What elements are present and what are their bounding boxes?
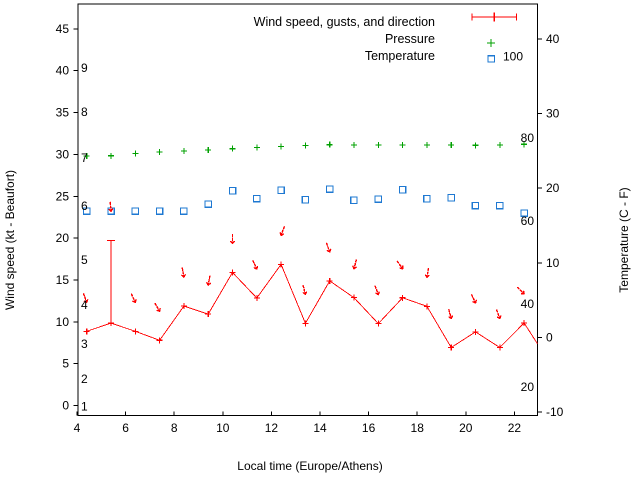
svg-text:Temperature: Temperature	[365, 49, 435, 63]
svg-text:8: 8	[171, 421, 178, 435]
svg-text:20: 20	[459, 421, 473, 435]
svg-text:22: 22	[508, 421, 522, 435]
svg-text:45: 45	[56, 22, 70, 36]
svg-text:5: 5	[81, 253, 88, 267]
svg-text:12: 12	[265, 421, 279, 435]
svg-text:20: 20	[546, 181, 560, 195]
svg-text:25: 25	[56, 189, 70, 203]
svg-text:-10: -10	[546, 405, 564, 419]
svg-text:60: 60	[521, 214, 535, 228]
svg-text:35: 35	[56, 106, 70, 120]
svg-text:Pressure: Pressure	[385, 32, 435, 46]
svg-text:10: 10	[546, 256, 560, 270]
svg-text:Local time (Europe/Athens): Local time (Europe/Athens)	[237, 459, 382, 473]
svg-text:14: 14	[313, 421, 327, 435]
svg-text:100: 100	[503, 50, 523, 64]
svg-text:1: 1	[81, 400, 88, 414]
svg-text:10: 10	[216, 421, 230, 435]
svg-text:0: 0	[62, 399, 69, 413]
svg-text:40: 40	[56, 64, 70, 78]
svg-text:20: 20	[56, 231, 70, 245]
svg-text:Wind speed (kt - Beaufort): Wind speed (kt - Beaufort)	[3, 170, 17, 310]
svg-text:6: 6	[81, 199, 88, 213]
svg-text:30: 30	[546, 107, 560, 121]
svg-text:20: 20	[521, 380, 535, 394]
svg-text:15: 15	[56, 273, 70, 287]
svg-text:30: 30	[56, 147, 70, 161]
svg-text:Wind speed, gusts, and directi: Wind speed, gusts, and direction	[254, 15, 435, 29]
svg-text:9: 9	[81, 61, 88, 75]
svg-text:0: 0	[546, 331, 553, 345]
svg-text:6: 6	[122, 421, 129, 435]
svg-text:4: 4	[74, 421, 81, 435]
svg-text:2: 2	[81, 372, 88, 386]
svg-text:18: 18	[411, 421, 425, 435]
svg-text:5: 5	[62, 357, 69, 371]
svg-text:40: 40	[546, 32, 560, 46]
svg-text:8: 8	[81, 105, 88, 119]
svg-text:4: 4	[81, 298, 88, 312]
svg-text:Temperature (C - F): Temperature (C - F)	[617, 187, 631, 292]
svg-text:7: 7	[81, 151, 88, 165]
svg-text:3: 3	[81, 337, 88, 351]
svg-text:80: 80	[521, 131, 535, 145]
svg-text:10: 10	[56, 315, 70, 329]
svg-text:16: 16	[362, 421, 376, 435]
svg-text:40: 40	[521, 297, 535, 311]
